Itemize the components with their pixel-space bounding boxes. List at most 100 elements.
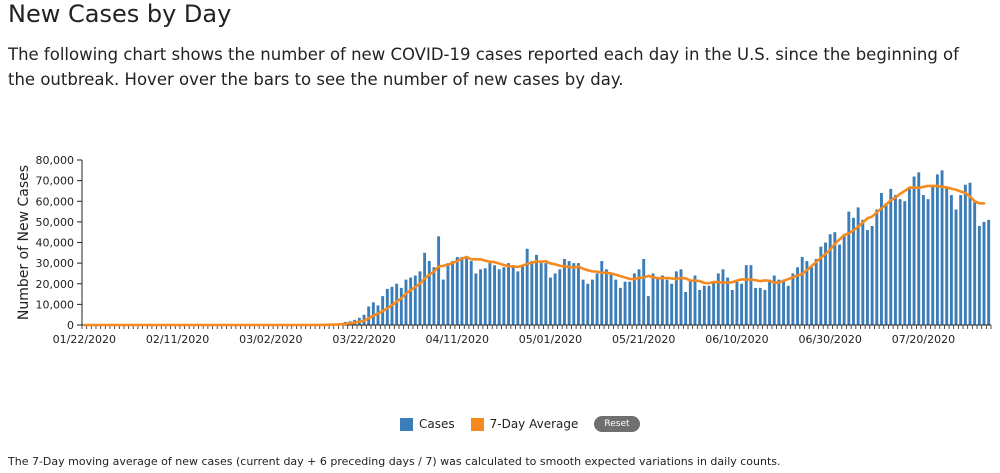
case-bar — [884, 203, 888, 325]
case-bar — [553, 273, 557, 325]
case-bar — [623, 281, 627, 325]
case-bar — [987, 219, 991, 325]
y-tick-label: 10,000 — [36, 298, 75, 311]
case-bar — [558, 269, 562, 325]
case-bar — [549, 277, 552, 325]
x-tick-label: 02/11/2020 — [146, 333, 209, 346]
case-bar — [889, 188, 893, 325]
case-bar — [628, 281, 632, 325]
case-bar — [758, 287, 762, 325]
cases-chart: Number of New Cases 0 10,000 20,000 30,000 40… — [16, 154, 992, 346]
case-bar — [646, 296, 650, 325]
case-bar — [735, 281, 739, 325]
x-tick-label: 06/30/2020 — [798, 333, 861, 346]
legend-item-cases[interactable]: Cases — [400, 417, 455, 431]
case-bar — [544, 263, 548, 325]
case-bar — [530, 261, 534, 325]
case-bar — [730, 289, 734, 325]
case-bar — [371, 302, 375, 325]
case-bar — [590, 279, 594, 325]
reset-button[interactable]: Reset — [594, 416, 640, 432]
case-bar — [432, 267, 436, 325]
case-bar — [604, 269, 608, 325]
legend-swatch-average — [470, 417, 484, 431]
case-bar — [497, 269, 501, 325]
average-line — [83, 184, 986, 327]
case-bar — [861, 219, 865, 325]
case-bar — [949, 195, 953, 325]
case-bar — [679, 269, 683, 325]
case-bar — [768, 279, 772, 325]
case-bar — [446, 263, 450, 325]
case-bar — [977, 226, 981, 325]
case-bar — [847, 211, 851, 325]
case-bar — [763, 289, 767, 325]
y-tick-label: 30,000 — [36, 257, 75, 270]
case-bar — [810, 267, 813, 325]
case-bar — [437, 236, 441, 325]
case-bar — [651, 273, 655, 325]
case-bar — [451, 261, 455, 325]
y-axis-title: Number of New Cases — [16, 165, 32, 320]
case-bar — [912, 176, 916, 325]
case-bar — [707, 285, 711, 325]
case-bar — [577, 263, 580, 325]
y-tick-label: 20,000 — [36, 278, 75, 291]
case-bar — [674, 271, 678, 325]
case-bar — [665, 279, 669, 325]
case-bar — [800, 256, 804, 325]
case-bar — [726, 277, 730, 325]
case-bar — [535, 254, 538, 325]
case-bar — [493, 265, 496, 325]
case-bar — [521, 265, 524, 325]
case-bar — [945, 186, 949, 325]
x-tick-label: 01/22/2020 — [53, 333, 116, 346]
case-bar — [399, 287, 403, 325]
case-bar — [926, 199, 930, 325]
case-bar — [688, 279, 692, 325]
footnote: The 7-Day moving average of new cases (c… — [8, 455, 781, 468]
legend-item-average[interactable]: 7-Day Average — [470, 417, 578, 431]
case-bar — [828, 234, 832, 325]
case-bar — [516, 271, 520, 325]
case-bar — [712, 281, 716, 325]
case-bar — [423, 252, 427, 325]
case-bar — [632, 273, 636, 325]
case-bar — [572, 263, 576, 325]
case-bar — [782, 279, 786, 325]
case-bar — [507, 263, 510, 325]
case-bar — [721, 269, 725, 325]
case-bar — [642, 259, 646, 325]
case-bar — [563, 259, 566, 325]
case-bar — [963, 184, 967, 325]
case-bar — [898, 199, 902, 325]
case-bar — [511, 265, 515, 325]
case-bar — [488, 263, 492, 325]
case-bar — [455, 256, 459, 325]
case-bar — [684, 292, 688, 325]
page-title: New Cases by Day — [8, 0, 232, 28]
case-bar — [833, 232, 837, 325]
case-bar — [893, 195, 897, 325]
chart-legend: Cases 7-Day Average Reset — [400, 416, 640, 432]
case-bar — [367, 306, 371, 325]
case-bar — [460, 256, 464, 325]
case-bar — [595, 273, 599, 325]
case-bar — [502, 267, 506, 325]
x-tick-label: 03/22/2020 — [332, 333, 395, 346]
case-bar — [875, 209, 879, 325]
case-bar — [917, 172, 921, 325]
case-bar — [740, 283, 744, 325]
legend-swatch-cases — [400, 417, 413, 431]
case-bar — [567, 261, 571, 325]
case-bar — [903, 201, 907, 325]
case-bar — [581, 279, 585, 325]
case-bar — [525, 248, 529, 325]
case-bar — [413, 275, 417, 325]
case-bar — [968, 182, 972, 325]
case-bar — [395, 283, 399, 325]
case-bar — [777, 279, 781, 325]
x-tick-label: 07/20/2020 — [892, 333, 955, 346]
case-bar — [940, 170, 944, 325]
case-bar — [427, 261, 431, 325]
